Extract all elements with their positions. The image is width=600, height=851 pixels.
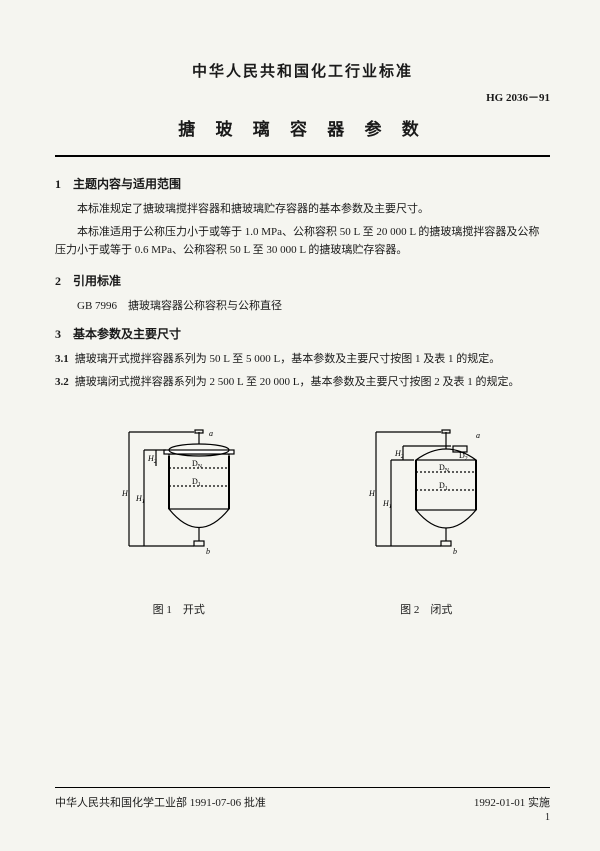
svg-text:H1: H1 bbox=[135, 494, 145, 505]
figure-2-caption: 图 2 闭式 bbox=[341, 601, 511, 617]
item-number: 3.1 bbox=[55, 353, 69, 365]
svg-text:H: H bbox=[121, 489, 129, 498]
svg-text:H2: H2 bbox=[394, 449, 404, 460]
footer-effective: 1992-01-01 实施 bbox=[474, 794, 550, 810]
svg-text:H2: H2 bbox=[147, 454, 157, 465]
svg-text:H: H bbox=[368, 489, 376, 498]
figure-1-caption: 图 1 开式 bbox=[94, 601, 264, 617]
figure-1: DN D1 H H1 bbox=[94, 426, 264, 617]
item-text: 搪玻璃开式搅拌容器系列为 50 L 至 5 000 L，基本参数及主要尺寸按图 … bbox=[75, 353, 501, 365]
footer-divider bbox=[55, 787, 550, 788]
document-code: HG 2036－91 bbox=[55, 89, 550, 105]
item-number: 3.2 bbox=[55, 376, 69, 388]
document-title: 搪 玻 璃 容 器 参 数 bbox=[55, 115, 550, 140]
section-3-item: 3.1 搪玻璃开式搅拌容器系列为 50 L 至 5 000 L，基本参数及主要尺寸… bbox=[55, 350, 550, 369]
section-1-paragraph: 本标准规定了搪玻璃搅拌容器和搪玻璃贮存容器的基本参数及主要尺寸。 bbox=[55, 200, 550, 219]
section-1-paragraph: 本标准适用于公称压力小于或等于 1.0 MPa、公称容积 50 L 至 20 0… bbox=[55, 223, 550, 260]
vessel-closed-diagram: D2 DN D1 H bbox=[341, 426, 511, 586]
footer-approval: 中华人民共和国化学工业部 1991-07-06 批准 bbox=[55, 794, 266, 810]
org-title: 中华人民共和国化工行业标准 bbox=[55, 60, 550, 81]
page-number: 1 bbox=[55, 812, 550, 823]
svg-text:b: b bbox=[206, 547, 210, 556]
section-3-item: 3.2 搪玻璃闭式搅拌容器系列为 2 500 L 至 20 000 L，基本参数及… bbox=[55, 373, 550, 392]
svg-text:a: a bbox=[476, 431, 480, 440]
item-text: 搪玻璃闭式搅拌容器系列为 2 500 L 至 20 000 L，基本参数及主要尺… bbox=[75, 376, 520, 388]
svg-text:a: a bbox=[209, 429, 213, 438]
svg-text:H1: H1 bbox=[382, 499, 392, 510]
vessel-open-diagram: DN D1 H H1 bbox=[94, 426, 264, 586]
title-divider bbox=[55, 155, 550, 157]
page-footer: 中华人民共和国化学工业部 1991-07-06 批准 1992-01-01 实施… bbox=[55, 781, 550, 823]
section-3-head: 3 基本参数及主要尺寸 bbox=[55, 325, 550, 342]
figure-2: D2 DN D1 H bbox=[341, 426, 511, 617]
section-1-head: 1 主题内容与适用范围 bbox=[55, 175, 550, 192]
section-2-reference: GB 7996 搪玻璃容器公称容积与公称直径 bbox=[77, 297, 550, 313]
svg-text:b: b bbox=[453, 547, 457, 556]
section-2-head: 2 引用标准 bbox=[55, 272, 550, 289]
